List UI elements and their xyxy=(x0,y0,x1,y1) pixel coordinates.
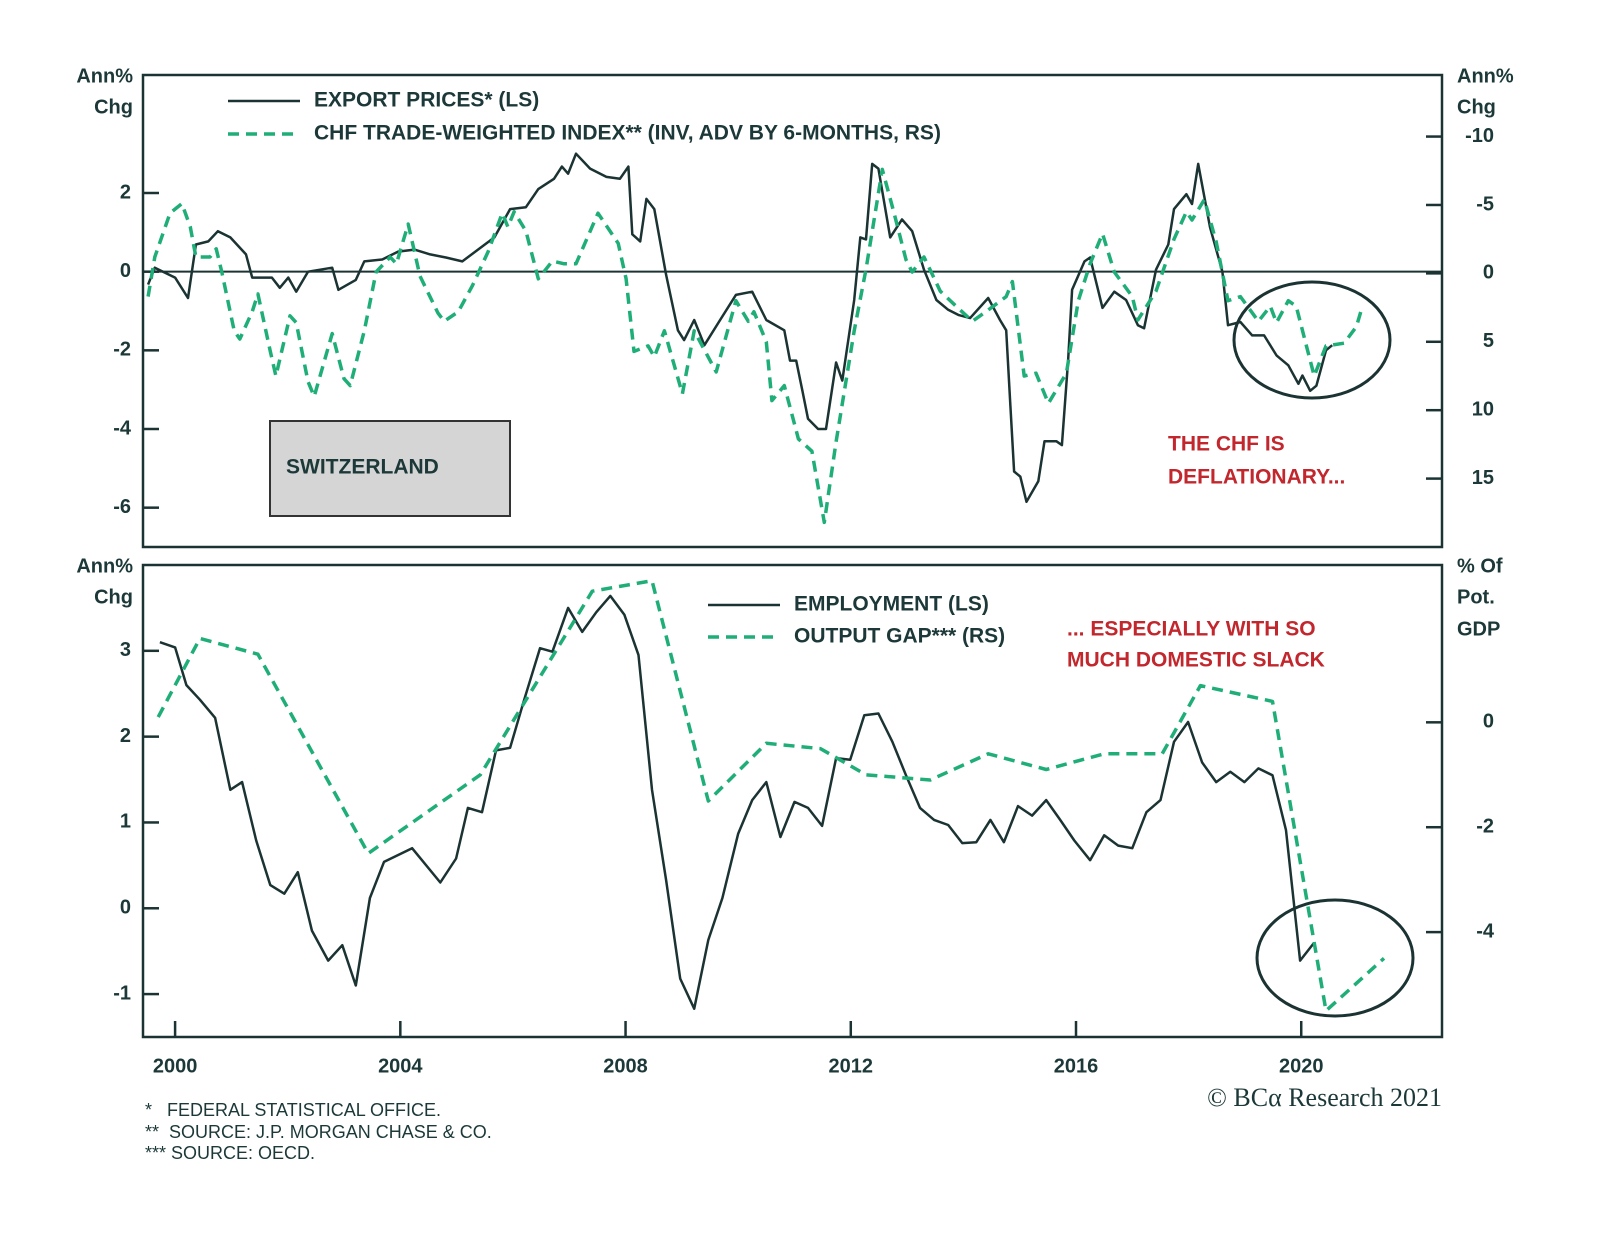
y2-axis-label: % Of xyxy=(1457,555,1503,577)
y2-tick-label: 0 xyxy=(1483,262,1494,284)
series-line xyxy=(156,578,1386,1013)
y2-tick-label: 0 xyxy=(1483,711,1494,733)
footnote: * FEDERAL STATISTICAL OFFICE. xyxy=(145,1100,441,1120)
legend-label: CHF TRADE-WEIGHTED INDEX** (INV, ADV BY … xyxy=(314,122,941,145)
annotation: THE CHF IS xyxy=(1168,433,1285,456)
y-tick-label: 2 xyxy=(120,725,131,747)
x-tick-label: 2016 xyxy=(1054,1055,1099,1077)
y-tick-label: 3 xyxy=(120,639,131,661)
legend-label: EXPORT PRICES* (LS) xyxy=(314,89,539,112)
x-tick-label: 2020 xyxy=(1279,1055,1324,1077)
y2-axis-label: Chg xyxy=(1457,96,1496,118)
x-tick-label: 2012 xyxy=(829,1055,874,1077)
annotation: DEFLATIONARY... xyxy=(1168,466,1345,489)
y2-axis-label: Ann% xyxy=(1457,65,1514,87)
y-tick-label: -4 xyxy=(113,417,132,439)
y-tick-label: 1 xyxy=(120,811,131,833)
y2-tick-label: 10 xyxy=(1472,398,1494,420)
y2-tick-label: -5 xyxy=(1476,193,1494,215)
y-axis-label: Ann% xyxy=(76,65,133,87)
y2-tick-label: -4 xyxy=(1476,920,1495,942)
highlight-ellipse xyxy=(1255,898,1415,1018)
series-line xyxy=(146,167,1364,525)
source: © BCα Research 2021 xyxy=(1207,1083,1442,1112)
legend-label: OUTPUT GAP*** (RS) xyxy=(794,625,1005,648)
annotation: SWITZERLAND xyxy=(286,456,439,479)
y-axis-label: Ann% xyxy=(76,555,133,577)
annotation: ... ESPECIALLY WITH SO xyxy=(1067,618,1316,641)
plot-frame xyxy=(141,563,1444,1039)
annotation-box xyxy=(269,420,511,517)
series-line xyxy=(159,594,1316,1010)
y-axis-label: Chg xyxy=(94,586,133,608)
footnote: *** SOURCE: OECD. xyxy=(145,1143,315,1163)
x-tick-label: 2008 xyxy=(603,1055,648,1077)
footnote: ** SOURCE: J.P. MORGAN CHASE & CO. xyxy=(145,1122,492,1142)
series-line xyxy=(146,152,1333,504)
y2-tick-label: 15 xyxy=(1472,467,1494,489)
y-tick-label: -2 xyxy=(113,339,131,361)
legend-label: EMPLOYMENT (LS) xyxy=(794,593,989,616)
y-tick-label: 0 xyxy=(120,897,131,919)
y2-axis-label: GDP xyxy=(1457,618,1500,640)
y2-tick-label: -10 xyxy=(1465,125,1494,147)
y-tick-label: -6 xyxy=(113,496,131,518)
highlight-ellipse xyxy=(1232,280,1392,400)
y-tick-label: 0 xyxy=(120,260,131,282)
annotation: MUCH DOMESTIC SLACK xyxy=(1067,649,1325,672)
y-tick-label: -1 xyxy=(113,982,131,1004)
y2-axis-label: Pot. xyxy=(1457,586,1495,608)
y2-tick-label: 5 xyxy=(1483,330,1494,352)
y-tick-label: 2 xyxy=(120,181,131,203)
y2-tick-label: -2 xyxy=(1476,816,1494,838)
y-axis-label: Chg xyxy=(94,96,133,118)
plot-frame xyxy=(141,73,1444,549)
x-tick-label: 2004 xyxy=(378,1055,423,1077)
x-tick-label: 2000 xyxy=(153,1055,198,1077)
